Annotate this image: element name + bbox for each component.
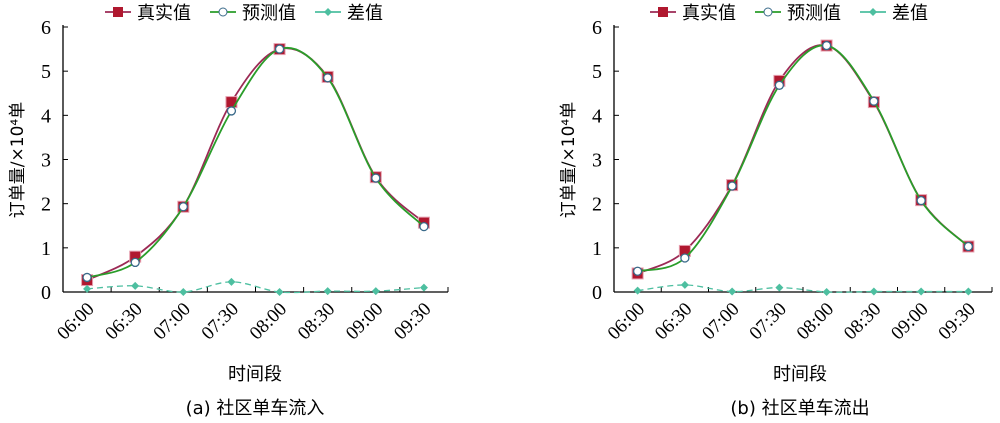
y-tick-label: 0 bbox=[41, 282, 51, 304]
point-pred bbox=[869, 96, 879, 106]
point-pred bbox=[774, 80, 785, 90]
x-tick-label: 07:30 bbox=[198, 299, 243, 344]
y-tick-label: 1 bbox=[41, 238, 51, 260]
legend-marker bbox=[218, 7, 228, 17]
x-tick-label: 06:30 bbox=[101, 299, 146, 344]
point-pred bbox=[178, 202, 188, 212]
y-tick-label: 4 bbox=[592, 105, 602, 127]
point-pred bbox=[632, 266, 643, 276]
legend-item-2: 差值 bbox=[860, 3, 928, 24]
y-tick-label: 0 bbox=[592, 282, 602, 304]
point-pred bbox=[226, 106, 237, 116]
point-diff bbox=[775, 283, 784, 292]
point-pred bbox=[727, 181, 737, 191]
x-tick-label: 09:30 bbox=[934, 299, 979, 344]
legend-marker bbox=[658, 7, 668, 17]
point-pred bbox=[82, 272, 92, 283]
point-pred bbox=[680, 253, 690, 263]
x-tick-label: 08:30 bbox=[840, 299, 885, 344]
point-diff bbox=[917, 287, 926, 296]
point-diff bbox=[680, 280, 689, 289]
point-pred bbox=[274, 44, 285, 54]
x-tick-label: 06:00 bbox=[604, 299, 649, 344]
x-tick-label: 07:00 bbox=[149, 299, 194, 344]
legend-item-0: 真实值 bbox=[105, 3, 191, 24]
point-pred bbox=[821, 40, 832, 51]
legend-label: 真实值 bbox=[682, 3, 736, 24]
series-line-0 bbox=[86, 47, 425, 281]
x-tick-label: 06:30 bbox=[651, 299, 696, 344]
point-diff bbox=[822, 288, 831, 296]
point-diff bbox=[419, 283, 428, 292]
legend-item-1: 预测值 bbox=[210, 3, 296, 24]
y-tick-label: 6 bbox=[592, 17, 602, 39]
series-line-0 bbox=[637, 44, 970, 275]
point-diff bbox=[964, 287, 973, 296]
point-diff bbox=[371, 287, 380, 296]
x-axis-label: 时间段 bbox=[228, 364, 282, 385]
legend-marker bbox=[763, 7, 773, 17]
point-pred bbox=[371, 173, 381, 183]
chart-title: (b) 社区单车流出 bbox=[730, 398, 869, 419]
x-tick-label: 08:00 bbox=[793, 299, 838, 344]
point-diff bbox=[131, 281, 140, 290]
point-diff bbox=[179, 288, 188, 296]
point-diff bbox=[83, 284, 92, 293]
y-axis-label: 订单量/×10⁴单 bbox=[8, 102, 28, 218]
legend-marker bbox=[113, 7, 123, 17]
x-tick-label: 06:00 bbox=[53, 299, 98, 344]
y-tick-label: 2 bbox=[41, 194, 51, 216]
series-line-2 bbox=[87, 281, 424, 294]
x-tick-label: 08:30 bbox=[294, 299, 339, 344]
legend-marker bbox=[324, 8, 332, 16]
chart-title: (a) 社区单车流入 bbox=[186, 398, 325, 419]
y-tick-label: 6 bbox=[41, 17, 51, 39]
y-axis-label: 订单量/×10⁴单 bbox=[559, 102, 579, 218]
point-diff bbox=[275, 288, 284, 296]
series-line-1 bbox=[637, 44, 970, 273]
point-pred bbox=[323, 73, 333, 83]
legend-item-2: 差值 bbox=[315, 3, 383, 24]
x-tick-label: 08:00 bbox=[246, 299, 291, 344]
y-tick-label: 4 bbox=[41, 105, 51, 127]
point-pred bbox=[419, 221, 429, 232]
series-line-1 bbox=[86, 47, 425, 279]
y-tick-label: 3 bbox=[41, 150, 51, 172]
legend-label: 差值 bbox=[347, 3, 383, 24]
point-pred bbox=[130, 257, 140, 268]
y-tick-label: 5 bbox=[41, 61, 51, 83]
x-tick-label: 09:30 bbox=[390, 299, 435, 344]
legend-label: 预测值 bbox=[787, 3, 841, 24]
legend-label: 真实值 bbox=[137, 3, 191, 24]
x-axis-label: 时间段 bbox=[773, 364, 827, 385]
point-pred bbox=[916, 195, 926, 206]
point-diff bbox=[728, 287, 737, 296]
legend-label: 预测值 bbox=[242, 3, 296, 24]
x-tick-label: 07:00 bbox=[698, 299, 743, 344]
y-tick-label: 5 bbox=[592, 61, 602, 83]
x-tick-label: 07:30 bbox=[745, 299, 790, 344]
y-tick-label: 2 bbox=[592, 194, 602, 216]
legend-label: 差值 bbox=[892, 3, 928, 24]
y-tick-label: 3 bbox=[592, 150, 602, 172]
legend-marker bbox=[869, 8, 877, 16]
point-diff bbox=[323, 287, 332, 296]
point-diff bbox=[227, 277, 236, 286]
x-tick-label: 09:00 bbox=[342, 299, 387, 344]
point-pred bbox=[963, 241, 974, 252]
point-diff bbox=[633, 286, 642, 295]
legend-item-1: 预测值 bbox=[755, 3, 841, 24]
point-diff bbox=[869, 287, 878, 296]
x-tick-label: 09:00 bbox=[887, 299, 932, 344]
legend-item-0: 真实值 bbox=[650, 3, 736, 24]
y-tick-label: 1 bbox=[592, 238, 602, 260]
